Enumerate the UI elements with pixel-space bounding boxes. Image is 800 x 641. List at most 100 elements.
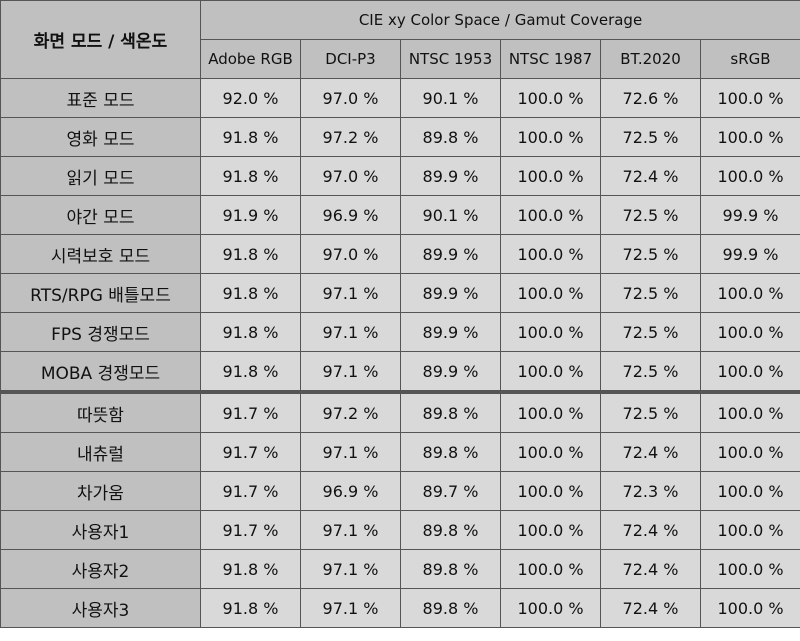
value-cell: 72.5 %	[600, 195, 701, 235]
value-cell: 100.0 %	[699, 156, 800, 196]
value-cell: 89.9 %	[400, 273, 501, 313]
value-cell: 100.0 %	[500, 471, 601, 511]
table-row: 내츄럴 91.7 % 97.1 % 89.8 % 100.0 % 72.4 % 100.0 …	[0, 432, 800, 472]
value-cell: 89.8 %	[400, 432, 501, 472]
value-cell: 99.9 %	[699, 195, 800, 235]
value-cell: 72.4 %	[600, 156, 701, 196]
value-cell: 91.9 %	[200, 195, 301, 235]
value-cell: 100.0 %	[500, 78, 601, 118]
value-cell: 89.8 %	[400, 117, 501, 157]
value-cell: 100.0 %	[500, 390, 601, 433]
row-label: 표준 모드	[0, 78, 201, 118]
value-cell: 100.0 %	[699, 549, 800, 589]
corner-header: 화면 모드 / 색온도	[0, 0, 201, 79]
value-cell: 97.0 %	[300, 78, 401, 118]
column-header: NTSC 1953	[400, 39, 501, 79]
value-cell: 72.4 %	[600, 432, 701, 472]
column-header: sRGB	[699, 39, 800, 79]
row-label: 사용자1	[0, 510, 201, 550]
value-cell: 97.1 %	[300, 432, 401, 472]
value-cell: 100.0 %	[699, 471, 800, 511]
value-cell: 89.8 %	[400, 588, 501, 628]
value-cell: 97.1 %	[300, 588, 401, 628]
value-cell: 100.0 %	[500, 351, 601, 393]
value-cell: 72.5 %	[600, 273, 701, 313]
value-cell: 91.8 %	[200, 312, 301, 352]
value-cell: 97.1 %	[300, 510, 401, 550]
gamut-coverage-table: 화면 모드 / 색온도 CIE xy Color Space / Gamut C…	[0, 0, 800, 628]
row-label: MOBA 경쟁모드	[0, 351, 201, 393]
column-header: BT.2020	[600, 39, 701, 79]
value-cell: 100.0 %	[699, 117, 800, 157]
value-cell: 97.1 %	[300, 351, 401, 393]
value-cell: 96.9 %	[300, 195, 401, 235]
value-cell: 100.0 %	[500, 312, 601, 352]
row-label: 야간 모드	[0, 195, 201, 235]
table-row: 표준 모드 92.0 % 97.0 % 90.1 % 100.0 % 72.6 % 100.…	[0, 78, 800, 118]
table-row: 사용자1 91.7 % 97.1 % 89.8 % 100.0 % 72.4 % 100.0…	[0, 510, 800, 550]
value-cell: 72.6 %	[600, 78, 701, 118]
value-cell: 91.7 %	[200, 471, 301, 511]
table-row: RTS/RPG 배틀모드 91.8 % 97.1 % 89.9 % 100.0 % 72.…	[0, 273, 800, 313]
value-cell: 89.9 %	[400, 312, 501, 352]
value-cell: 72.5 %	[600, 234, 701, 274]
value-cell: 89.8 %	[400, 390, 501, 433]
row-label: 차가움	[0, 471, 201, 511]
column-header: NTSC 1987	[500, 39, 601, 79]
value-cell: 97.0 %	[300, 156, 401, 196]
value-cell: 100.0 %	[699, 273, 800, 313]
column-header: Adobe RGB	[200, 39, 301, 79]
value-cell: 91.8 %	[200, 156, 301, 196]
value-cell: 91.8 %	[200, 234, 301, 274]
value-cell: 100.0 %	[699, 588, 800, 628]
table-row: 따뜻함 91.7 % 97.2 % 89.8 % 100.0 % 72.5 % 100.0 …	[0, 390, 800, 433]
value-cell: 100.0 %	[699, 390, 800, 433]
value-cell: 91.8 %	[200, 588, 301, 628]
value-cell: 100.0 %	[699, 78, 800, 118]
row-label: 따뜻함	[0, 390, 201, 433]
value-cell: 100.0 %	[500, 156, 601, 196]
value-cell: 100.0 %	[500, 510, 601, 550]
row-label: 내츄럴	[0, 432, 201, 472]
value-cell: 89.7 %	[400, 471, 501, 511]
row-label: 사용자3	[0, 588, 201, 628]
row-label: RTS/RPG 배틀모드	[0, 273, 201, 313]
value-cell: 72.5 %	[600, 351, 701, 393]
value-cell: 97.1 %	[300, 312, 401, 352]
table-row: 차가움 91.7 % 96.9 % 89.7 % 100.0 % 72.3 % 100.0 …	[0, 471, 800, 511]
table-row: 시력보호 모드 91.8 % 97.0 % 89.9 % 100.0 % 72.5 % 99…	[0, 234, 800, 274]
value-cell: 91.8 %	[200, 549, 301, 589]
value-cell: 100.0 %	[500, 549, 601, 589]
row-label: 영화 모드	[0, 117, 201, 157]
column-header: DCI-P3	[300, 39, 401, 79]
value-cell: 100.0 %	[500, 588, 601, 628]
value-cell: 100.0 %	[699, 432, 800, 472]
value-cell: 100.0 %	[699, 351, 800, 393]
row-label: FPS 경쟁모드	[0, 312, 201, 352]
value-cell: 96.9 %	[300, 471, 401, 511]
value-cell: 100.0 %	[699, 312, 800, 352]
value-cell: 72.4 %	[600, 510, 701, 550]
value-cell: 72.3 %	[600, 471, 701, 511]
value-cell: 90.1 %	[400, 195, 501, 235]
value-cell: 89.9 %	[400, 234, 501, 274]
value-cell: 97.1 %	[300, 549, 401, 589]
value-cell: 91.7 %	[200, 390, 301, 433]
value-cell: 97.2 %	[300, 390, 401, 433]
value-cell: 100.0 %	[500, 273, 601, 313]
value-cell: 72.5 %	[600, 390, 701, 433]
value-cell: 89.9 %	[400, 351, 501, 393]
value-cell: 90.1 %	[400, 78, 501, 118]
value-cell: 100.0 %	[500, 432, 601, 472]
value-cell: 72.4 %	[600, 588, 701, 628]
value-cell: 91.8 %	[200, 117, 301, 157]
group-header: CIE xy Color Space / Gamut Coverage	[199, 0, 800, 40]
table-row: MOBA 경쟁모드 91.8 % 97.1 % 89.9 % 100.0 % 72.5 %…	[0, 351, 800, 393]
table-row: 사용자3 91.8 % 97.1 % 89.8 % 100.0 % 72.4 % 100.0…	[0, 588, 800, 628]
value-cell: 91.8 %	[200, 273, 301, 313]
value-cell: 92.0 %	[200, 78, 301, 118]
table-row: 읽기 모드 91.8 % 97.0 % 89.9 % 100.0 % 72.4 % 100.…	[0, 156, 800, 196]
value-cell: 89.8 %	[400, 549, 501, 589]
value-cell: 72.4 %	[600, 549, 701, 589]
value-cell: 100.0 %	[699, 510, 800, 550]
